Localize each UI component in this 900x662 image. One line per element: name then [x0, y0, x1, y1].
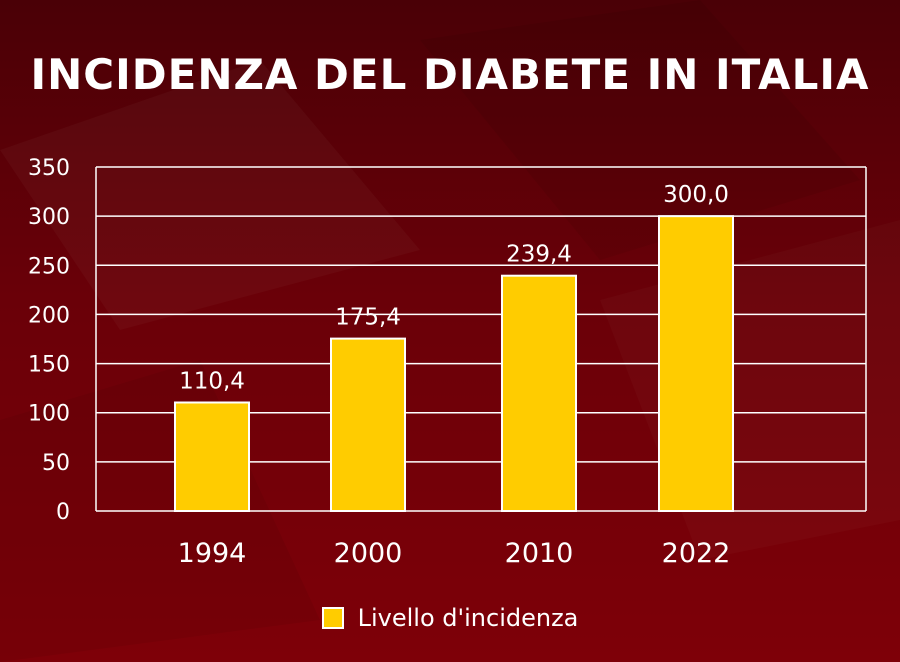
y-axis: 0 50 100 150 200 250 300 350 — [28, 156, 70, 525]
bar-2000 — [330, 337, 406, 512]
x-axis: 1994 2000 2010 2022 — [178, 538, 731, 569]
data-label-2010: 239,4 — [506, 242, 572, 268]
x-tick-label-2022: 2022 — [662, 538, 731, 569]
data-label-2000: 175,4 — [335, 305, 401, 331]
bar-2022 — [658, 215, 734, 512]
bar-2010 — [501, 274, 577, 513]
chart-title: INCIDENZA DEL DIABETE IN ITALIA — [30, 50, 870, 99]
bar-1994 — [174, 401, 250, 513]
y-tick-label: 300 — [28, 205, 70, 230]
y-tick-label: 250 — [28, 254, 70, 279]
y-tick-label: 0 — [56, 500, 70, 525]
x-tick-label-2000: 2000 — [334, 538, 403, 569]
y-tick-label: 200 — [28, 303, 70, 328]
legend: Livello d'incidenza — [0, 604, 900, 632]
y-tick-label: 100 — [28, 402, 70, 427]
data-label-2022: 300,0 — [663, 182, 729, 208]
bars: 110,4 175,4 239,4 300,0 — [174, 182, 734, 513]
legend-label: Livello d'incidenza — [357, 604, 579, 632]
x-tick-label-1994: 1994 — [178, 538, 247, 569]
x-tick-label-2010: 2010 — [505, 538, 574, 569]
y-tick-label: 50 — [42, 451, 70, 476]
data-label-1994: 110,4 — [179, 368, 245, 394]
legend-swatch — [321, 607, 344, 629]
y-tick-label: 150 — [28, 353, 70, 378]
y-tick-label: 350 — [28, 156, 70, 181]
grid-lines — [95, 166, 867, 512]
